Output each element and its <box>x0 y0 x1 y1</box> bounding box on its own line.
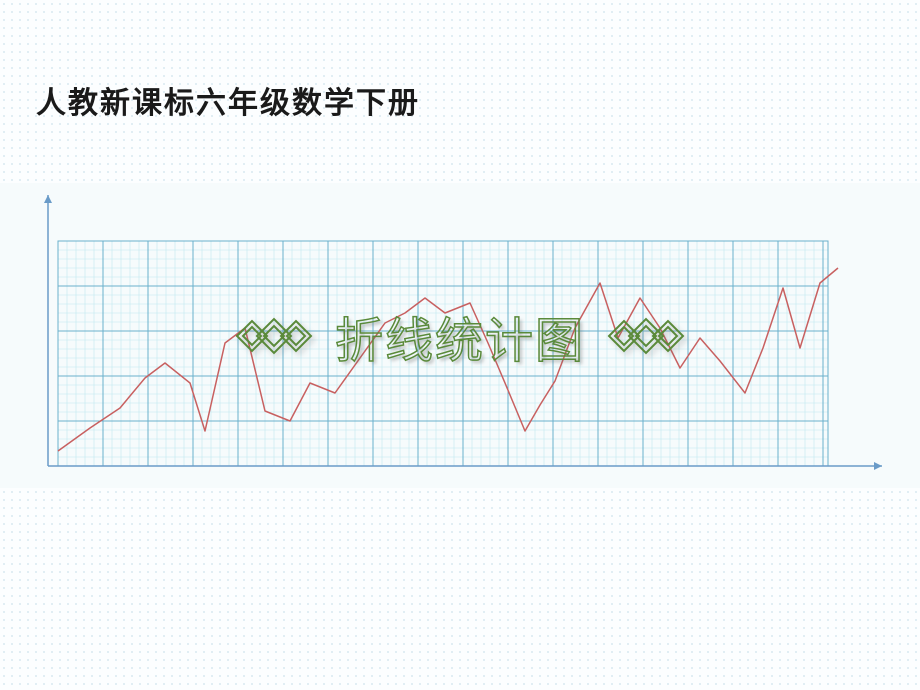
chart-title-text: 折线统计图 <box>335 301 585 371</box>
heading-text: 人教新课标六年级数学下册 <box>36 78 420 122</box>
diamond-ornament-left <box>229 312 319 360</box>
diamond-ornament-right <box>601 312 691 360</box>
chart-container: 折线统计图 <box>0 183 920 488</box>
chart-title: 折线统计图 <box>229 301 691 371</box>
